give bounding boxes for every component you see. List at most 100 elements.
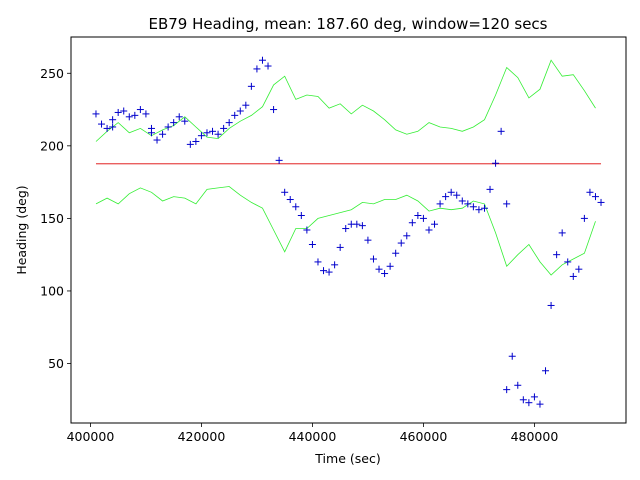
- heading-point: [181, 117, 189, 125]
- heading-point: [325, 268, 333, 276]
- heading-point: [425, 226, 433, 234]
- heading-point: [153, 136, 161, 144]
- heading-point: [209, 127, 217, 135]
- heading-point: [419, 214, 427, 222]
- x-tick-label: 400000: [67, 429, 115, 444]
- heading-point: [336, 243, 344, 251]
- heading-point: [192, 137, 200, 145]
- heading-outlier-point: [147, 129, 155, 137]
- heading-point: [197, 132, 205, 140]
- heading-point: [308, 241, 316, 249]
- heading-point: [564, 258, 572, 266]
- heading-point: [542, 367, 550, 375]
- heading-point: [131, 111, 139, 119]
- heading-points: [92, 56, 605, 408]
- heading-point: [392, 249, 400, 257]
- heading-point: [508, 352, 516, 360]
- heading-point: [514, 381, 522, 389]
- heading-point: [431, 220, 439, 228]
- heading-point: [242, 101, 250, 109]
- y-tick-label: 200: [40, 138, 64, 153]
- heading-point: [497, 127, 505, 135]
- heading-point: [125, 113, 133, 121]
- heading-point: [464, 200, 472, 208]
- heading-point: [492, 159, 500, 167]
- heading-point: [503, 386, 511, 394]
- heading-point: [364, 236, 372, 244]
- lower-band-line: [95, 186, 596, 276]
- heading-point: [486, 185, 494, 193]
- heading-point: [142, 110, 150, 118]
- heading-point: [358, 222, 366, 230]
- heading-point: [475, 206, 483, 214]
- heading-point: [159, 130, 167, 138]
- x-tick-label: 460000: [400, 429, 448, 444]
- upper-band-line: [95, 59, 596, 142]
- heading-point: [164, 123, 172, 131]
- heading-point: [381, 270, 389, 278]
- heading-point: [281, 188, 289, 196]
- heading-point: [136, 106, 144, 114]
- heading-point: [436, 200, 444, 208]
- heading-point: [408, 219, 416, 227]
- x-axis-label: Time (sec): [314, 451, 380, 466]
- heading-point: [397, 239, 405, 247]
- y-tick-label: 50: [48, 356, 64, 371]
- heading-point: [175, 113, 183, 121]
- heading-point: [92, 110, 100, 118]
- chart-title: EB79 Heading, mean: 187.60 deg, window=1…: [149, 15, 548, 33]
- heading-point: [569, 272, 577, 280]
- heading-point: [525, 399, 533, 407]
- heading-point: [575, 265, 583, 273]
- heading-point: [369, 255, 377, 263]
- heading-point: [342, 225, 350, 233]
- heading-point: [258, 56, 266, 64]
- heading-point: [453, 191, 461, 199]
- x-tick-label: 420000: [178, 429, 226, 444]
- heading-point: [469, 203, 477, 211]
- heading-point: [591, 193, 599, 201]
- heading-point: [186, 140, 194, 148]
- heading-point: [275, 156, 283, 164]
- x-tick-label: 480000: [511, 429, 559, 444]
- heading-point: [297, 211, 305, 219]
- x-tick-label: 440000: [289, 429, 337, 444]
- heading-point: [458, 197, 466, 205]
- heading-point: [553, 251, 561, 259]
- heading-point: [414, 211, 422, 219]
- heading-point: [519, 396, 527, 404]
- y-tick-label: 100: [40, 283, 64, 298]
- heading-point: [375, 265, 383, 273]
- heading-point: [314, 258, 322, 266]
- heading-point: [480, 204, 488, 212]
- heading-point: [320, 267, 328, 275]
- heading-point: [403, 232, 411, 240]
- heading-outlier-point: [503, 200, 511, 208]
- heading-point: [530, 393, 538, 401]
- heading-point: [236, 107, 244, 115]
- heading-point: [203, 129, 211, 137]
- heading-point: [120, 107, 128, 115]
- heading-point: [286, 196, 294, 204]
- heading-point: [270, 106, 278, 114]
- heading-point: [103, 124, 111, 132]
- plot-frame: [70, 36, 627, 424]
- heading-point: [586, 188, 594, 196]
- heading-point: [114, 108, 122, 116]
- heading-point: [558, 229, 566, 237]
- heading-point: [225, 119, 233, 127]
- heading-point: [597, 198, 605, 206]
- heading-point: [580, 214, 588, 222]
- heading-point: [303, 226, 311, 234]
- heading-point: [353, 220, 361, 228]
- heading-point: [98, 120, 106, 128]
- heading-point: [170, 119, 178, 127]
- heading-point: [547, 301, 555, 309]
- heading-point: [109, 123, 117, 131]
- heading-point: [386, 262, 394, 270]
- heading-point: [331, 261, 339, 269]
- heading-point: [253, 65, 261, 73]
- heading-point: [231, 111, 239, 119]
- band-lines: [95, 59, 596, 276]
